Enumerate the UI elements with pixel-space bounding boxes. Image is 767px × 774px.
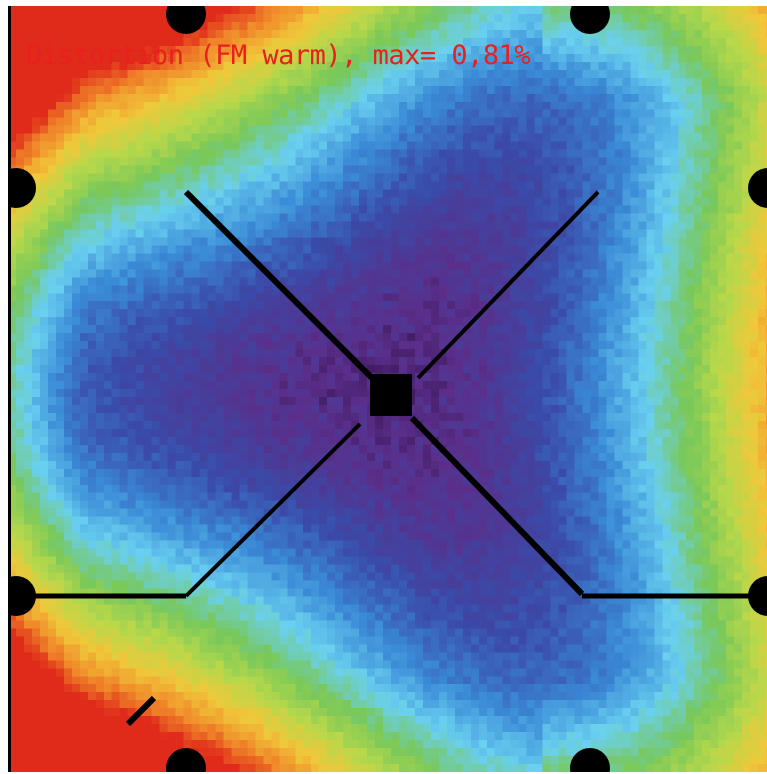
chart-title: Distortion (FM warm), max= 0,81% [26,40,531,71]
mount-pad-top-left [166,6,206,34]
mount-pad-right-upper [748,168,767,208]
spider-arm-lower-right [409,415,585,597]
spider-arm-upper-left [183,189,383,389]
spider-structure [8,6,767,772]
spider-arm-lower-left [184,422,362,598]
plot-area [8,6,767,772]
spider-hub [370,374,412,416]
frame-fragment-lower-left [125,695,157,727]
mount-pad-left-lower [8,576,36,616]
mount-pad-top-right [570,6,610,34]
mount-pad-bottom-right [570,748,610,772]
spider-overlay [8,6,767,772]
mount-pad-bottom-left [166,748,206,772]
mount-pad-right-lower [748,576,767,616]
spider-arm-upper-right [416,190,600,380]
mount-pad-left-upper [8,168,36,208]
